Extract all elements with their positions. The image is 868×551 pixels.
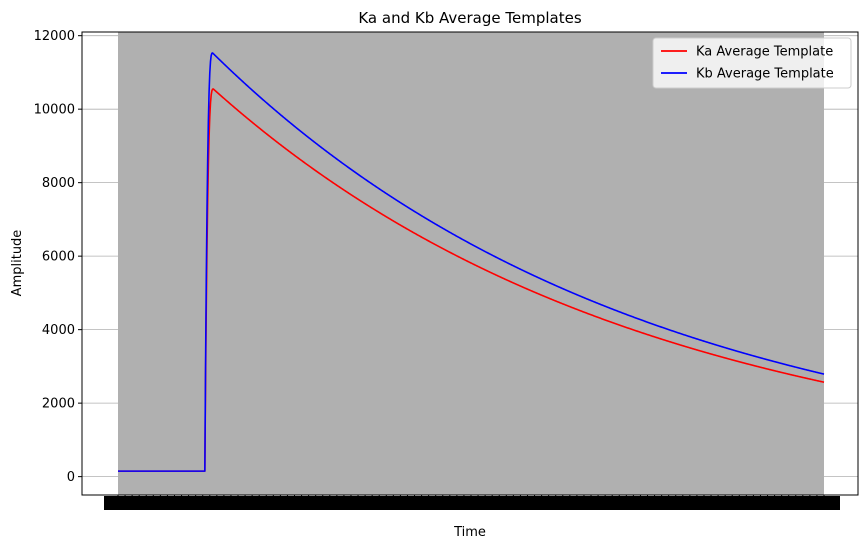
chart-title: Ka and Kb Average Templates [358,9,581,27]
y-tick-label: 2000 [42,397,75,412]
legend-label: Ka Average Template [696,45,833,60]
y-tick-label: 6000 [42,250,75,265]
y-axis-ticks: 0 2000 4000 6000 8000 10000 12000 [34,29,82,485]
y-tick-label: 4000 [42,323,75,338]
series-line-kb [117,52,825,472]
y-tick-label: 10000 [34,103,75,118]
legend-box [652,37,852,89]
y-tick-label: 8000 [42,176,75,191]
y-axis-label: Amplitude [10,230,25,297]
x-axis-label: Time [453,525,486,540]
plot-frame [81,31,859,496]
y-tick-label: 12000 [34,29,75,44]
x-tick-labels-dense [104,495,840,510]
legend-label: Kb Average Template [696,67,834,82]
series-lines [117,52,825,472]
y-tick-label: 0 [67,470,75,485]
legend: Ka Average Template Kb Average Template [652,37,852,89]
x-tick-label-mass [104,496,840,510]
grid-lines [82,35,858,478]
series-line-ka [117,88,825,472]
